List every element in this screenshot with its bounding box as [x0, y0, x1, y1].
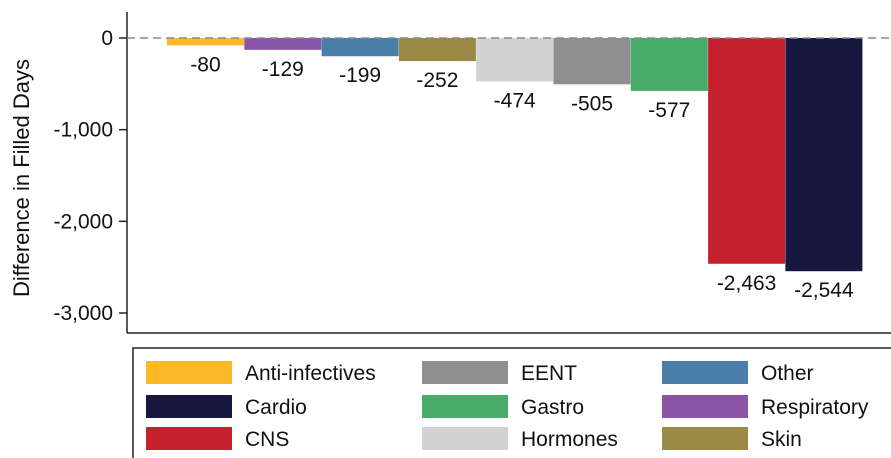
legend-label: Hormones: [521, 428, 618, 451]
bar-gastro: [630, 38, 708, 91]
y-tick-label: 0: [101, 27, 113, 50]
legend-swatch: [422, 361, 508, 384]
legend-swatch: [422, 395, 508, 418]
bar-anti-infectives: [167, 38, 244, 46]
legend-swatch: [422, 427, 508, 450]
bar-cns: [708, 38, 786, 264]
legend-label: Anti-infectives: [245, 362, 376, 385]
y-tick-label: -2,000: [53, 210, 113, 233]
bar-value-label: -474: [494, 89, 536, 112]
legend-swatch: [662, 427, 748, 450]
bar-value-label: -80: [190, 53, 220, 76]
legend-label: Respiratory: [761, 396, 869, 419]
y-tick-label: -1,000: [53, 119, 113, 142]
bar-value-label: -252: [416, 69, 458, 92]
legend-swatch: [146, 427, 232, 450]
y-axis-label: Difference in Filled Days: [9, 59, 34, 297]
legend-label: Gastro: [521, 396, 584, 419]
legend-swatch: [662, 361, 748, 384]
bar-value-label: -505: [571, 92, 613, 115]
bar-value-label: -129: [262, 58, 304, 81]
y-tick-label: -3,000: [53, 302, 113, 325]
legend-label: Cardio: [245, 396, 307, 419]
bar-value-label: -2,463: [717, 272, 777, 295]
bar-eent: [553, 38, 631, 85]
bar-respiratory: [244, 38, 322, 50]
bar-value-label: -199: [339, 64, 381, 87]
legend-label: Other: [761, 362, 814, 385]
bar-value-label: -577: [648, 99, 690, 122]
legend-swatch: [146, 361, 232, 384]
bar-skin: [398, 38, 476, 62]
bar-other: [321, 38, 399, 57]
legend-box: [132, 347, 891, 458]
legend-label: Skin: [761, 428, 802, 451]
legend-swatch: [662, 395, 748, 418]
legend-swatch: [146, 395, 232, 418]
bar-value-label: -2,544: [794, 279, 854, 302]
bar-hormones: [476, 38, 554, 82]
bar-cardio: [785, 38, 863, 272]
legend-label: CNS: [245, 428, 289, 451]
legend-label: EENT: [521, 362, 577, 385]
